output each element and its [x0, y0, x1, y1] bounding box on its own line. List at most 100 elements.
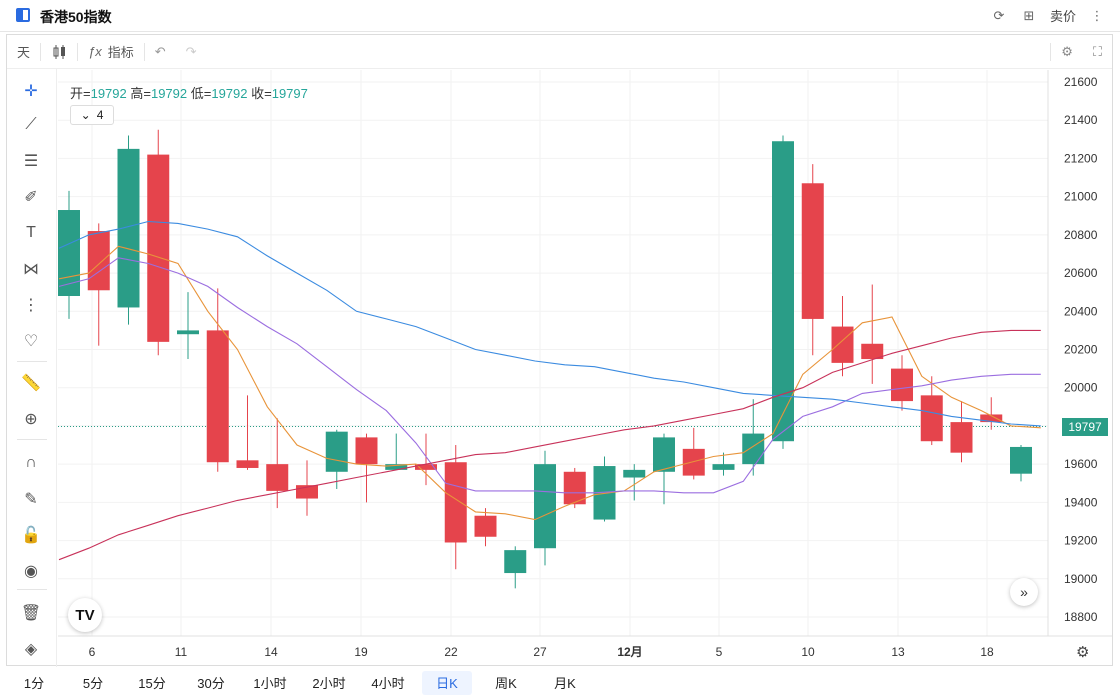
candle-style-button[interactable] — [41, 35, 77, 69]
trend-line-icon[interactable]: ⟋ — [25, 116, 37, 133]
period-9[interactable]: 月K — [554, 676, 576, 691]
toolbar-divider — [77, 42, 79, 61]
grid-layout-icon[interactable]: ⊞ — [1023, 7, 1035, 23]
candlestick-icon — [53, 44, 66, 59]
time-tick-label: 6 — [89, 645, 96, 659]
candle-body — [58, 210, 80, 296]
price-tick-label: 19000 — [1064, 572, 1098, 586]
time-tick-label: 13 — [891, 645, 905, 659]
price-tick-label: 21200 — [1064, 151, 1098, 165]
time-tick-label: 11 — [175, 645, 188, 659]
candle-body — [355, 437, 378, 465]
layers-icon[interactable]: ◈ — [24, 641, 38, 658]
candle-body — [712, 464, 735, 470]
candle-body — [920, 395, 943, 442]
indicator-collapse-button[interactable]: ⌄ 4 — [70, 105, 114, 125]
brush-icon[interactable]: ✐ — [24, 189, 38, 206]
unlock-icon[interactable]: 🔓 — [21, 527, 41, 544]
period-5[interactable]: 2小时 — [312, 676, 346, 691]
refresh-icon[interactable]: ⟳ — [993, 7, 1005, 23]
indicators-button[interactable]: ƒx 指标 — [78, 35, 144, 69]
price-tick-label: 19400 — [1064, 495, 1098, 509]
candle-body — [147, 154, 170, 342]
period-2[interactable]: 15分 — [138, 676, 166, 691]
open-label: 开= — [70, 86, 91, 101]
candle-body — [444, 462, 467, 543]
candle-body — [980, 414, 1003, 423]
candle-body — [266, 464, 289, 491]
indicator-count: 4 — [96, 108, 104, 122]
low-label: 低= — [190, 86, 212, 101]
eye-icon[interactable]: ◉ — [24, 563, 38, 580]
moving-average-line — [58, 245, 1041, 521]
time-tick-label: 22 — [444, 645, 458, 659]
chart-settings-gear-icon[interactable]: ⚙ — [1076, 643, 1089, 661]
zoom-in-icon[interactable]: ⊕ — [24, 411, 38, 428]
high-label: 高= — [130, 86, 151, 101]
candle-body — [236, 460, 259, 468]
gear-icon: ⚙ — [1061, 43, 1073, 59]
candle-body — [563, 471, 586, 505]
period-1[interactable]: 5分 — [82, 676, 104, 691]
time-tick-label: 12月 — [617, 645, 642, 659]
candle-body — [861, 343, 884, 360]
trash-icon[interactable]: 🗑 — [20, 605, 42, 622]
price-tick-label: 20400 — [1064, 304, 1098, 318]
candle-body — [623, 469, 646, 478]
redo-button[interactable]: ↷ — [185, 43, 197, 59]
horizontal-lines-icon[interactable]: ☰ — [23, 153, 39, 170]
chart-frame: 天 ƒx 指标 ↶ ↷ ⚙ ⛶ ✛ ⟋ ☰ ✐ T ⋈ ⋮ ♡ 📏 ⊕ ∩ ✎ … — [6, 34, 1113, 667]
pattern-icon[interactable]: ⋈ — [23, 261, 39, 278]
candle-body — [385, 464, 408, 470]
more-icon[interactable]: ⋮ — [1090, 7, 1104, 23]
period-0[interactable]: 1分 — [23, 676, 45, 691]
fullscreen-button[interactable]: ⛶ — [1083, 35, 1112, 69]
candle-body — [534, 464, 556, 549]
price-tick-label: 20800 — [1064, 228, 1098, 242]
candle-body — [1010, 446, 1032, 474]
candle-body — [117, 148, 140, 308]
crosshair-icon[interactable]: ✛ — [24, 83, 38, 100]
period-8[interactable]: 周K — [495, 676, 517, 691]
time-tick-label: 18 — [980, 645, 994, 659]
drawing-toolbar: ✛ ⟋ ☰ ✐ T ⋈ ⋮ ♡ 📏 ⊕ ∩ ✎ 🔓 ◉ 🗑 ◈ — [7, 69, 57, 667]
toolbar-divider — [1050, 42, 1052, 61]
period-4[interactable]: 1小时 — [253, 676, 287, 691]
time-tick-label: 14 — [264, 645, 278, 659]
sidebar-divider — [17, 439, 47, 440]
scroll-to-latest-button[interactable]: » — [1010, 578, 1038, 606]
candle-body — [206, 330, 229, 463]
time-tick-label: 27 — [533, 645, 547, 659]
chart-toolbar: 天 ƒx 指标 ↶ ↷ ⚙ ⛶ — [7, 35, 1112, 69]
magnet-icon[interactable]: ∩ — [25, 454, 37, 471]
toolbar-divider — [143, 42, 145, 61]
price-tick-label: 20600 — [1064, 266, 1098, 280]
heart-icon[interactable]: ♡ — [23, 333, 39, 350]
prediction-icon[interactable]: ⋮ — [23, 297, 39, 314]
pencil-lock-icon[interactable]: ✎ — [24, 491, 38, 508]
price-tick-label: 20000 — [1064, 381, 1098, 395]
high-value: 19792 — [150, 86, 188, 101]
window-titlebar: 香港50指数 ⟳ ⊞ 卖价 ⋮ — [0, 0, 1120, 32]
ruler-icon[interactable]: 📏 — [21, 375, 41, 392]
undo-button[interactable]: ↶ — [154, 43, 166, 59]
candle-body — [177, 330, 199, 335]
tradingview-logo[interactable]: TV — [68, 598, 102, 632]
candle-body — [682, 448, 705, 476]
interval-selector[interactable]: 天 — [17, 45, 31, 60]
price-tick-label: 20200 — [1064, 343, 1098, 357]
last-price-tag: 19797 — [1062, 418, 1108, 436]
time-tick-label: 10 — [801, 645, 815, 659]
indicators-label: 指标 — [107, 45, 134, 60]
close-label: 收= — [251, 86, 272, 101]
period-3[interactable]: 30分 — [197, 676, 225, 691]
text-icon[interactable]: T — [26, 224, 36, 241]
settings-button[interactable]: ⚙ — [1051, 35, 1083, 69]
window-title: 香港50指数 — [40, 9, 112, 25]
sell-price-toggle[interactable]: 卖价 — [1049, 9, 1076, 24]
sidebar-divider — [17, 361, 47, 362]
low-value: 19792 — [211, 86, 248, 101]
period-6[interactable]: 4小时 — [371, 676, 405, 691]
period-7[interactable]: 日K — [422, 670, 472, 695]
